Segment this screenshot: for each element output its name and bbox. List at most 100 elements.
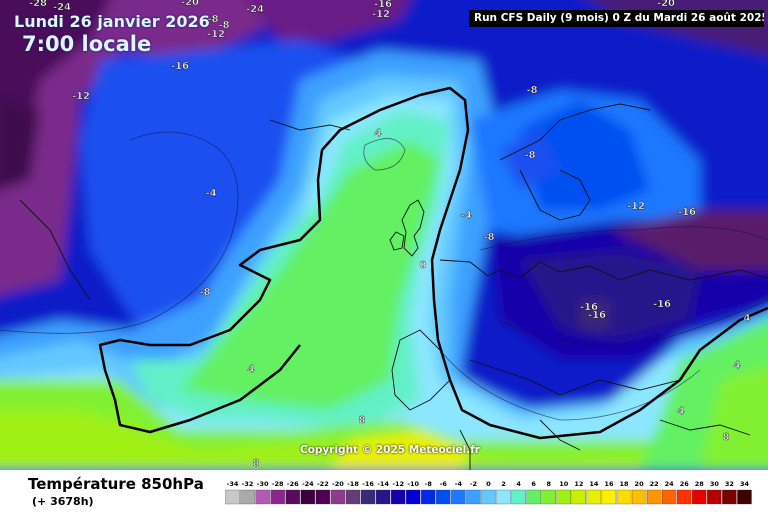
legend-value: 6 [531, 480, 536, 488]
legend-value: -4 [455, 480, 463, 488]
legend-swatch [285, 489, 300, 505]
legend-value: 32 [725, 480, 734, 488]
legend-swatch [541, 489, 556, 505]
legend-swatch [662, 489, 677, 505]
temperature-fill [0, 0, 768, 470]
legend-value: -30 [257, 480, 269, 488]
legend-swatch [631, 489, 647, 505]
legend-value: 8 [546, 480, 551, 488]
temperature-labels: -28 -24 -20-24-8-8-12-16-12-20-16-12-84-8-… [29, 0, 751, 469]
legend-swatch [586, 489, 602, 505]
legend-value: -18 [347, 480, 359, 488]
legend-value: 14 [589, 480, 599, 488]
temperature-label: -16 [580, 302, 598, 313]
temperature-label: -8 [218, 20, 229, 31]
temperature-label: 0 [420, 260, 427, 271]
color-scale-legend: -34 -32 -30 -28 -26 -24 -22 -20 -18 -16 -14 -12 -10-… [225, 480, 752, 505]
legend-value: 30 [710, 480, 720, 488]
legend-swatch [421, 489, 436, 505]
temperature-label: -4 [460, 210, 471, 221]
legend-value: -32 [242, 480, 254, 488]
legend-value: 34 [740, 480, 750, 488]
legend-swatch [737, 489, 752, 505]
temperature-label: -28 [29, 0, 47, 9]
legend-value: 0 [486, 480, 491, 488]
legend-swatch [255, 489, 270, 505]
legend-swatch [225, 489, 240, 505]
temperature-label: -16 [171, 61, 189, 72]
legend-swatch [300, 489, 315, 505]
temperature-850hpa-map: -28 -24 -20-24-8-8-12-16-12-20-16-12-84-8-… [0, 0, 768, 470]
temperature-label: -20 [181, 0, 199, 8]
temperature-label: -8 [524, 150, 535, 161]
legend-swatch [646, 489, 662, 505]
temperature-label: -12 [372, 9, 390, 20]
legend-value: 18 [619, 480, 629, 488]
temperature-label: -12 [207, 29, 225, 40]
legend-swatch [360, 489, 376, 505]
temperature-label: -16 [653, 299, 671, 310]
temperature-label: 4 [375, 128, 382, 139]
legend-swatch [616, 489, 632, 505]
legend-swatch [526, 489, 541, 505]
legend-swatch [481, 489, 496, 505]
legend-value: -8 [425, 480, 433, 488]
temperature-label: 4 [744, 313, 751, 324]
temperature-label: -20 [657, 0, 675, 9]
legend-swatch [436, 489, 451, 505]
legend-swatch [601, 489, 617, 505]
temperature-label: -12 [627, 201, 645, 212]
legend-value: 28 [695, 480, 705, 488]
legend-value: 10 [559, 480, 569, 488]
coastlines [19, 103, 768, 470]
legend-swatch [315, 489, 331, 505]
legend-swatch [240, 489, 255, 505]
legend-swatch [707, 489, 722, 505]
legend-value: -6 [440, 480, 448, 488]
legend-value: -28 [272, 480, 284, 488]
forecast-hours: (+ 3678h) [32, 495, 94, 508]
legend-swatch [466, 489, 481, 505]
legend-value: 22 [650, 480, 659, 488]
temperature-label: 8 [723, 432, 730, 443]
legend-value: 16 [604, 480, 614, 488]
forecast-time: 7:00 locale [22, 32, 152, 56]
temperature-label: -24 [53, 2, 71, 13]
temperature-label: 8 [359, 415, 366, 426]
legend-value: -10 [407, 480, 419, 488]
legend-value: -12 [392, 480, 404, 488]
legend-swatch [571, 489, 587, 505]
legend-swatch [722, 489, 737, 505]
legend-value: -2 [470, 480, 477, 488]
temperature-label: -16 [588, 310, 606, 321]
parameter-title: Température 850hPa [28, 475, 204, 493]
legend-value: -34 [227, 480, 239, 488]
temperature-label: -4 [205, 188, 216, 199]
legend-value: 4 [516, 480, 521, 488]
legend-value: -22 [317, 480, 329, 488]
temperature-label: 8 [253, 458, 260, 469]
legend-swatch [496, 489, 511, 505]
temperature-label: -8 [207, 14, 218, 25]
temperature-label: -16 [678, 207, 696, 218]
legend-value: -16 [362, 480, 374, 488]
temperature-label: 4 [678, 406, 685, 417]
legend-swatch [270, 489, 285, 505]
legend-swatch [345, 489, 361, 505]
legend-value: -26 [287, 480, 299, 488]
legend-swatch [511, 489, 526, 505]
legend-value: 2 [501, 480, 506, 488]
temperature-label: 4 [248, 364, 255, 375]
legend-value: 20 [635, 480, 645, 488]
temperature-label: -8 [199, 287, 210, 298]
legend-value: 12 [574, 480, 583, 488]
temperature-label: -16 [374, 0, 392, 10]
temperature-label: -8 [526, 85, 537, 96]
legend-swatch [390, 489, 406, 505]
temperature-label: -8 [483, 232, 494, 243]
legend-value: -24 [302, 480, 314, 488]
legend-value: -14 [377, 480, 389, 488]
legend-value: -20 [332, 480, 344, 488]
legend-swatch [406, 489, 421, 505]
